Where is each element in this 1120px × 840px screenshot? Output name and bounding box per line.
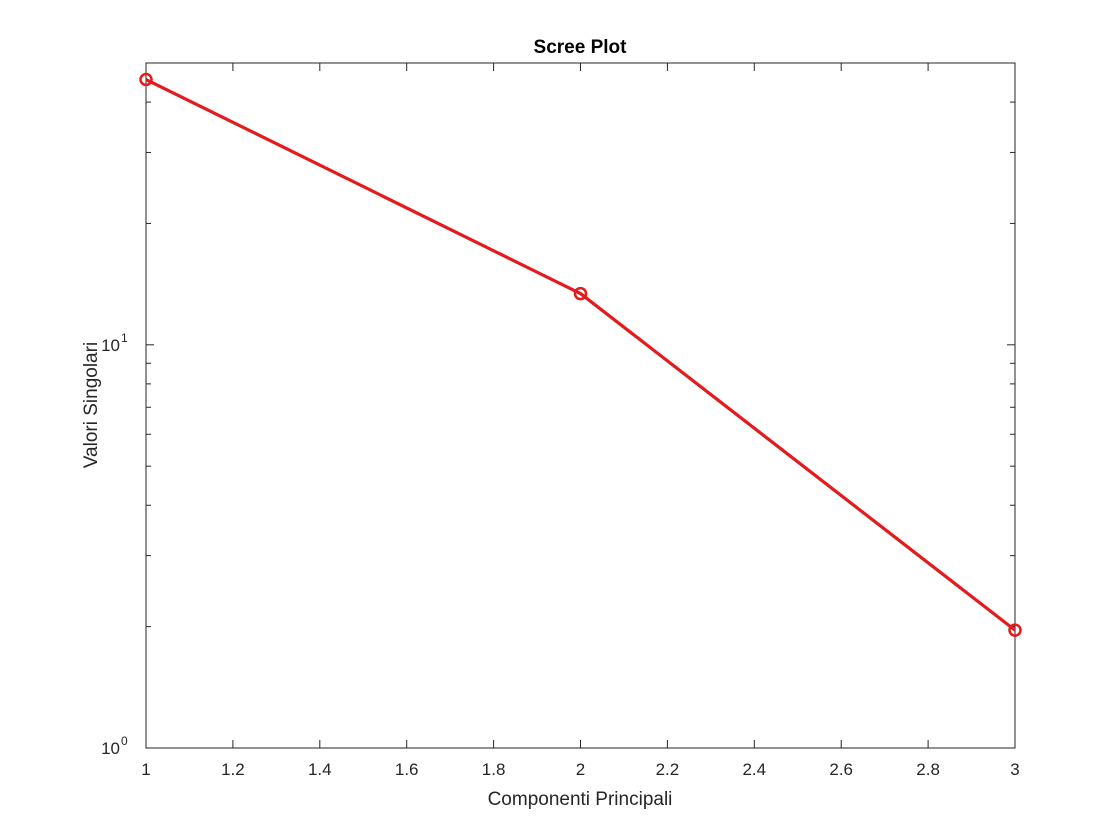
x-tick-label: 2.2 [656, 760, 680, 779]
x-tick-label: 2 [576, 760, 585, 779]
chart-title: Scree Plot [534, 37, 628, 58]
y-minor-ticks [146, 101, 1015, 628]
axes-box [145, 62, 1016, 749]
x-tick-label: 1 [141, 760, 150, 779]
x-tick-label: 1.8 [482, 760, 506, 779]
y-tick-label-exponent: 1 [121, 331, 128, 345]
y-tick-label: 10 [101, 739, 120, 758]
x-tick-label: 3 [1010, 760, 1019, 779]
y-tick-label-exponent: 0 [121, 734, 128, 748]
x-tick-label: 1.6 [395, 760, 419, 779]
x-tick-label: 2.8 [916, 760, 940, 779]
y-tick-label: 10 [101, 336, 120, 355]
x-tick-label: 2.4 [742, 760, 766, 779]
series-layer [139, 72, 1022, 637]
x-tick-label: 2.6 [829, 760, 853, 779]
data-point-marker [1008, 623, 1022, 637]
data-point-marker [573, 286, 588, 301]
data-point-marker [139, 72, 153, 87]
series-line [145, 78, 1016, 632]
x-tick-label: 1.4 [308, 760, 332, 779]
plot-area-background [146, 63, 1015, 748]
y-axis-label: Valori Singolari [81, 342, 102, 468]
x-tick-label: 1.2 [221, 760, 245, 779]
x-axis-label: Componenti Principali [488, 789, 673, 810]
